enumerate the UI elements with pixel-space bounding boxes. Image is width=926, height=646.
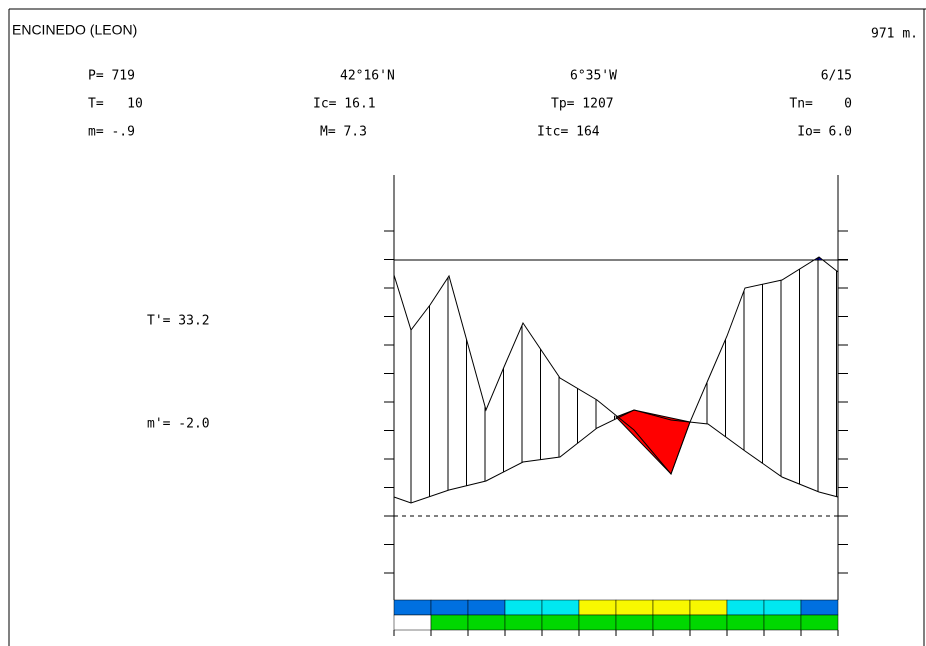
month-cell [800, 599, 839, 616]
stat: 42°16'N [340, 69, 395, 84]
month-cell [689, 614, 728, 631]
month-cell [467, 599, 506, 616]
month-cell [467, 614, 506, 631]
month-cell [393, 614, 432, 631]
climogram [384, 175, 848, 636]
month-cell [430, 614, 469, 631]
month-cell [504, 599, 543, 616]
stat: P= 719 [88, 69, 135, 84]
stat: Io= 6.0 [797, 125, 852, 140]
month-cell [615, 614, 654, 631]
title: ENCINEDO (LEON) [12, 22, 137, 38]
temperature-curve [393, 409, 839, 504]
month-cell [615, 599, 654, 616]
month-cell [578, 614, 617, 631]
month-cell [541, 614, 580, 631]
stat: M= 7.3 [320, 125, 367, 140]
month-cell [763, 614, 802, 631]
stat: T'= 33.2 [147, 314, 210, 329]
stat: Tn= 0 [789, 97, 852, 112]
stat: Ic= 16.1 [313, 97, 376, 112]
peak [815, 257, 823, 260]
hatch [410, 257, 837, 503]
ticks [384, 230, 848, 574]
month-cell [430, 599, 469, 616]
month-cell [652, 614, 691, 631]
month-cell [504, 614, 543, 631]
stats: P= 719 42°16'N 6°35'W 6/15 T= 10 Ic= 16.… [88, 69, 852, 432]
stat: Tp= 1207 [551, 97, 614, 112]
month-cell [652, 599, 691, 616]
stat: 6/15 [821, 69, 852, 84]
month-cell [393, 599, 432, 616]
precipitation-curve [393, 256, 839, 475]
month-cell [726, 599, 765, 616]
stat: 6°35'W [570, 69, 617, 84]
frame [8, 8, 926, 646]
month-cell [726, 614, 765, 631]
month-cell [763, 599, 802, 616]
dry-period [615, 409, 691, 475]
month-cell [578, 599, 617, 616]
month-cell [800, 614, 839, 631]
altitude: 971 m. [871, 27, 918, 42]
month-cell [541, 599, 580, 616]
stat: m'= -2.0 [147, 417, 210, 432]
month-bar [393, 599, 839, 636]
stat: m= -.9 [88, 125, 135, 140]
month-cell [689, 599, 728, 616]
stat: T= 10 [88, 97, 143, 112]
stat: Itc= 164 [537, 125, 600, 140]
